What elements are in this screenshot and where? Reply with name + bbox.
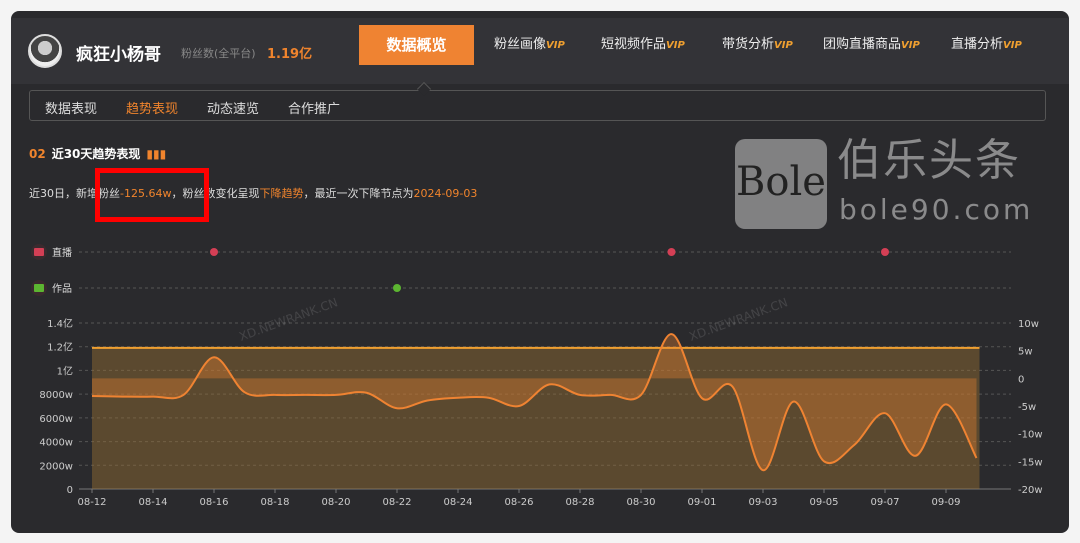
x-tick-label: 08-22 bbox=[382, 497, 411, 508]
vip-badge: VIP bbox=[774, 40, 793, 51]
y-left-tick: 2000w bbox=[39, 461, 73, 472]
nav-fan-profile[interactable]: 粉丝画像VIP bbox=[494, 25, 565, 65]
x-tick-label: 08-18 bbox=[260, 497, 289, 508]
watermark-logo-mark: Bole bbox=[735, 139, 827, 229]
section-number: 02 bbox=[29, 147, 46, 161]
decor-bars-icon: ▮▮▮ bbox=[146, 147, 167, 161]
summary-text: ，最近一次下降节点为 bbox=[303, 187, 414, 200]
total-fans-area bbox=[92, 347, 980, 489]
x-tick-label: 09-05 bbox=[809, 497, 838, 508]
section-title-text: 近30天趋势表现 bbox=[51, 147, 141, 161]
chart-watermark: XD.NEWRANK.CN bbox=[237, 295, 339, 344]
x-tick-label: 08-30 bbox=[626, 497, 655, 508]
y-left-tick: 6000w bbox=[39, 414, 73, 425]
watermark-logo: Bole 伯乐头条 bole90.com bbox=[735, 135, 1065, 235]
tab-cooperation[interactable]: 合作推广 bbox=[288, 102, 341, 117]
y-right-tick: -15w bbox=[1018, 457, 1043, 468]
x-tick-label: 09-03 bbox=[748, 497, 777, 508]
vip-badge: VIP bbox=[666, 40, 685, 51]
tab-data-performance[interactable]: 数据表现 bbox=[45, 102, 98, 117]
watermark-text: 伯乐头条 bbox=[837, 135, 1021, 186]
x-tick-label: 08-16 bbox=[199, 497, 228, 508]
window: 疯狂小杨哥 粉丝数(全平台) 1.19亿 数据概览 粉丝画像VIP 短视频作品V… bbox=[11, 11, 1069, 533]
x-tick-label: 08-20 bbox=[321, 497, 350, 508]
tab-dynamic-overview[interactable]: 动态速览 bbox=[207, 102, 260, 117]
drop-date: 2024-09-03 bbox=[413, 187, 478, 200]
trend-summary: 近30日，新增粉丝-125.64w，粉丝数变化呈现下降趋势，最近一次下降节点为2… bbox=[29, 185, 477, 201]
event-dot bbox=[210, 248, 218, 256]
event-dot bbox=[881, 248, 889, 256]
tab-trend-performance[interactable]: 趋势表现 bbox=[126, 102, 179, 117]
y-left-tick: 1.2亿 bbox=[47, 341, 73, 354]
fans-value: 1.19亿 bbox=[267, 47, 313, 62]
x-tick-label: 08-24 bbox=[443, 497, 472, 508]
x-tick-label: 08-26 bbox=[504, 497, 533, 508]
document-icon bbox=[34, 284, 44, 292]
nav-sales-analysis[interactable]: 带货分析VIP bbox=[722, 25, 793, 65]
avatar[interactable] bbox=[28, 34, 62, 68]
y-right-tick: 5w bbox=[1018, 347, 1033, 358]
x-tick-label: 09-01 bbox=[687, 497, 716, 508]
nav-group-live[interactable]: 团购直播商品VIP bbox=[823, 25, 920, 65]
y-left-tick: 1.4亿 bbox=[47, 317, 73, 330]
trend-direction: 下降趋势 bbox=[259, 187, 304, 200]
highlight-box bbox=[95, 168, 209, 222]
x-tick-label: 08-14 bbox=[138, 497, 167, 508]
nav-live-analysis[interactable]: 直播分析VIP bbox=[951, 25, 1022, 65]
nav-label: 直播分析 bbox=[951, 37, 1004, 52]
live-icon bbox=[34, 248, 44, 256]
nav-label: 带货分析 bbox=[722, 37, 775, 52]
section-title: 02 近30天趋势表现 ▮▮▮ bbox=[29, 145, 166, 162]
y-right-tick: -5w bbox=[1018, 402, 1036, 413]
vip-badge: VIP bbox=[546, 40, 565, 51]
event-dot bbox=[393, 284, 401, 292]
y-left-tick: 1亿 bbox=[57, 364, 73, 377]
y-right-tick: 10w bbox=[1018, 319, 1039, 330]
y-left-tick: 4000w bbox=[39, 438, 73, 449]
y-right-tick: -10w bbox=[1018, 430, 1043, 441]
account-name: 疯狂小杨哥 bbox=[76, 45, 161, 65]
watermark-url: bole90.com bbox=[839, 193, 1034, 226]
x-tick-label: 09-07 bbox=[870, 497, 899, 508]
y-right-tick: -20w bbox=[1018, 485, 1043, 496]
y-left-tick: 8000w bbox=[39, 390, 73, 401]
event-row-label: 作品 bbox=[52, 283, 72, 295]
chart-watermark: XD.NEWRANK.CN bbox=[687, 295, 789, 344]
x-tick-label: 08-28 bbox=[565, 497, 594, 508]
x-tick-label: 09-09 bbox=[931, 497, 960, 508]
nav-label: 粉丝画像 bbox=[494, 37, 547, 52]
nav-data-overview[interactable]: 数据概览 bbox=[359, 25, 474, 65]
nav-label: 短视频作品 bbox=[601, 37, 667, 52]
vip-badge: VIP bbox=[901, 40, 920, 51]
summary-text: 粉丝 bbox=[98, 187, 120, 200]
header-bar: 疯狂小杨哥 粉丝数(全平台) 1.19亿 数据概览 粉丝画像VIP 短视频作品V… bbox=[11, 18, 1069, 84]
fans-increment-area bbox=[92, 334, 977, 471]
vip-badge: VIP bbox=[1003, 40, 1022, 51]
nav-label: 团购直播商品 bbox=[823, 37, 902, 52]
fans-change-value: -125.64w bbox=[120, 187, 172, 200]
summary-text: ，粉丝数变化呈现 bbox=[171, 187, 260, 200]
sub-tabs: 数据表现 趋势表现 动态速览 合作推广 bbox=[29, 90, 1046, 121]
y-right-tick: 0 bbox=[1018, 374, 1024, 385]
summary-text: 近30日，新增 bbox=[29, 187, 98, 200]
fans-label: 粉丝数(全平台) bbox=[181, 47, 256, 60]
event-dot bbox=[667, 248, 676, 256]
fans-increment-line bbox=[91, 333, 978, 472]
nav-short-video[interactable]: 短视频作品VIP bbox=[601, 25, 685, 65]
y-left-tick: 0 bbox=[67, 485, 73, 496]
event-row-label: 直播 bbox=[52, 246, 72, 259]
x-tick-label: 08-12 bbox=[77, 497, 106, 508]
